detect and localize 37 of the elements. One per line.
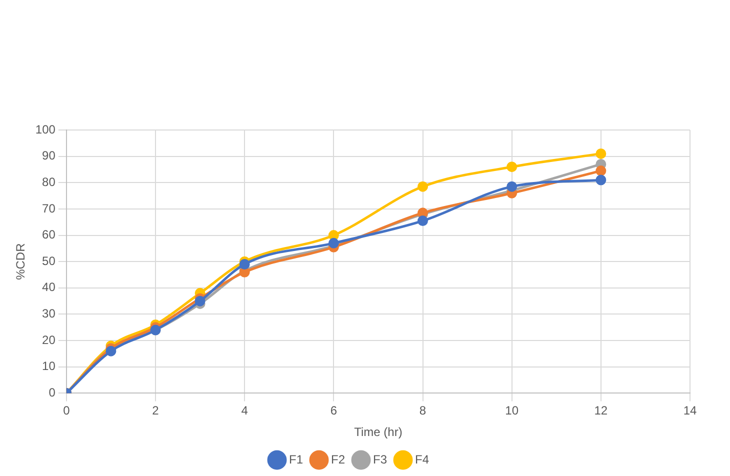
y-tick-label: 40: [42, 280, 56, 294]
point: [106, 346, 116, 356]
x-tick-label: 2: [152, 404, 160, 418]
legend-label: F1: [288, 452, 304, 466]
y-tick-label: 100: [35, 122, 56, 136]
y-tick-label: 0: [48, 386, 56, 400]
point: [418, 216, 428, 226]
point: [418, 181, 428, 192]
point: [596, 148, 606, 159]
point: [239, 258, 250, 270]
x-tick-label: 8: [419, 404, 426, 418]
point: [596, 166, 606, 176]
x-tick-label: 12: [594, 404, 608, 418]
point: [328, 238, 339, 248]
x-tick-label: 6: [330, 404, 338, 418]
y-tick-label: 10: [42, 359, 56, 374]
x-axis-title: Time (hr): [354, 425, 402, 440]
legend-label: F2: [330, 452, 346, 466]
point: [194, 296, 206, 306]
y-tick-label: 50: [42, 254, 56, 268]
y-tick-label: 60: [42, 228, 56, 242]
y-tick-label: 30: [42, 306, 56, 321]
y-axis-title: %CDR: [14, 242, 28, 280]
point: [506, 181, 518, 192]
y-tick-label: 80: [42, 174, 56, 189]
y-tick-label: 20: [42, 332, 56, 347]
point: [596, 174, 606, 186]
x-tick-label: 4: [241, 404, 248, 418]
y-tick-label: 90: [42, 148, 56, 163]
point: [328, 230, 339, 241]
legend-label: F3: [373, 452, 388, 466]
legend-label: F4: [415, 452, 430, 466]
point: [506, 162, 518, 172]
x-tick-label: 14: [683, 404, 697, 418]
x-tick-label: 10: [505, 404, 519, 418]
x-tick-label: 0: [63, 404, 70, 418]
y-tick-label: 70: [42, 201, 56, 216]
